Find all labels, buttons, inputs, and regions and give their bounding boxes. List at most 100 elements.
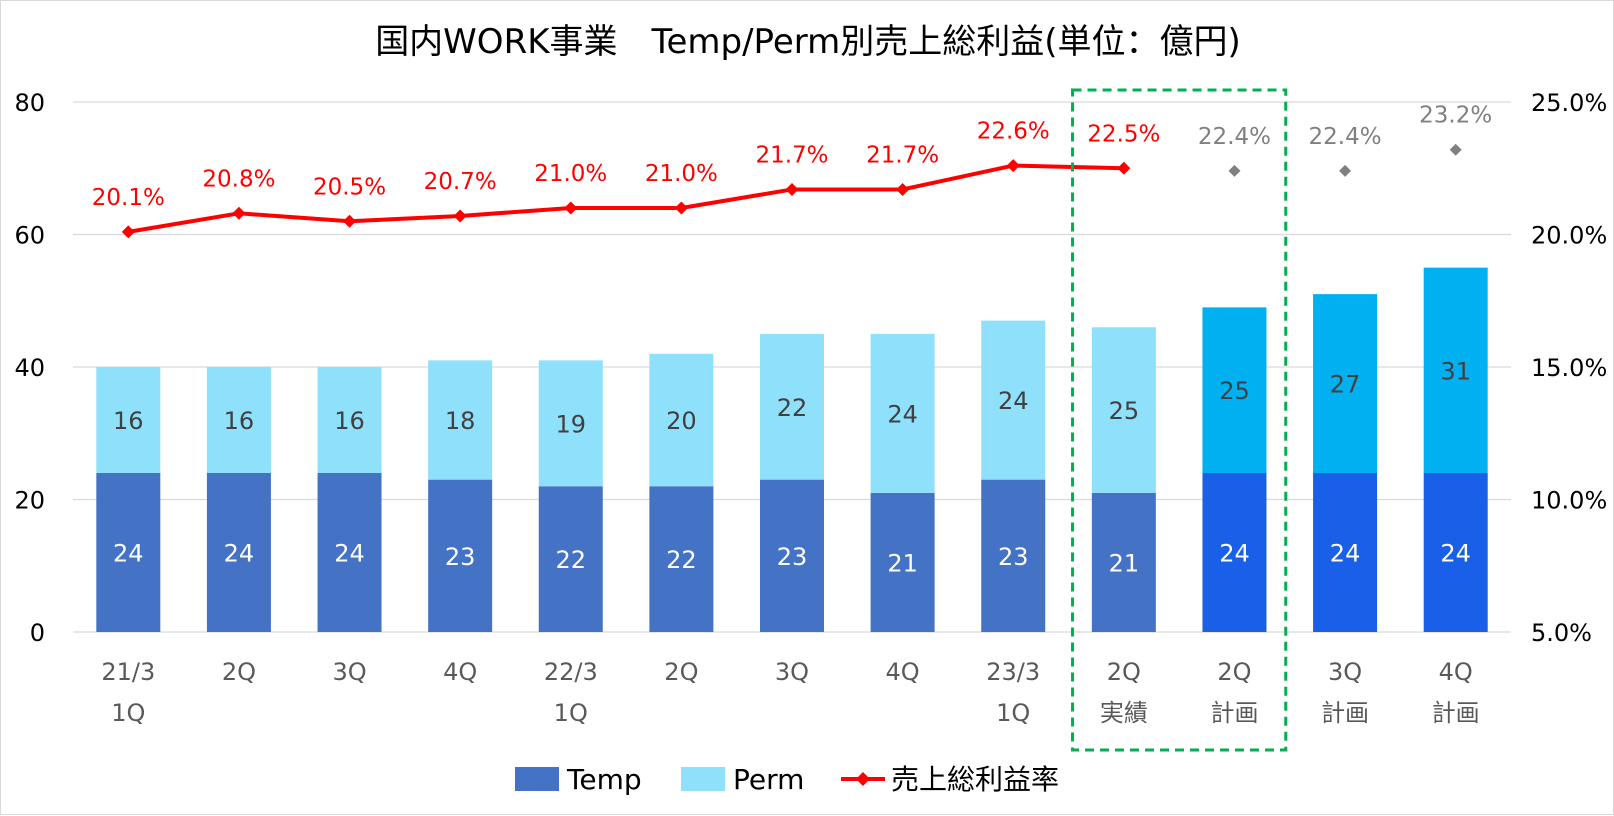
legend: Temp Perm 売上総利益率 [515, 763, 1059, 796]
bar-perm-label: 18 [445, 407, 476, 435]
bar-perm-label: 25 [1109, 397, 1140, 425]
gross-margin-labels: 20.1% 20.8% 20.5% 20.7% 21.0% 21.0% 21.7% 21.7%… [92, 103, 1492, 211]
bar-temp-label: 22 [666, 546, 697, 574]
bar-perm [96, 367, 161, 473]
category-label: 4Q [1439, 658, 1473, 686]
bar-temp-label: 24 [334, 540, 365, 568]
right-axis-tick-label: 25.0% [1531, 89, 1607, 117]
gross-margin-point [1228, 164, 1241, 177]
gross-margin-point [785, 182, 799, 196]
bar-temp-label: 21 [1109, 549, 1140, 577]
bar-labels: 24 16 24 16 24 16 23 18 22 19 22 20 23 22 21 24 23 24 21 25… [113, 357, 1471, 577]
gross-margin-label: 23.2% [1419, 103, 1492, 129]
bar-temp [96, 473, 161, 632]
category-label: 4Q [886, 658, 920, 686]
bar-perm [870, 333, 935, 493]
gross-margin-point [1339, 164, 1352, 177]
bar-temp [1091, 492, 1156, 632]
bar-perm-label: 22 [777, 394, 808, 422]
bar-temp [317, 473, 382, 632]
gross-margin-label: 20.7% [424, 169, 497, 195]
bar-temp [206, 473, 271, 632]
bar-temp-label: 21 [887, 549, 918, 577]
bar-temp-label: 24 [224, 540, 255, 568]
gross-margin-point [232, 206, 246, 220]
bar-temp [649, 486, 714, 632]
gross-margin-point [1449, 143, 1462, 156]
bar-perm-label: 24 [887, 400, 918, 428]
bar-temp-label: 22 [555, 546, 586, 574]
bar-temp [760, 479, 824, 632]
gross-margin-point [674, 201, 688, 215]
gross-margin-point [1117, 161, 1131, 175]
bar-perm-label: 16 [334, 407, 365, 435]
bar-temp-label: 24 [113, 540, 144, 568]
category-label: 22/3 [544, 658, 598, 686]
category-label: 1Q [996, 699, 1030, 727]
bar-temp-label: 23 [998, 543, 1029, 571]
category-label: 21/3 [101, 658, 155, 686]
bar-perm [428, 360, 493, 480]
right-axis-tick-label: 20.0% [1531, 222, 1607, 250]
gross-margin-point [1006, 159, 1020, 173]
bar-temp-label: 24 [1219, 540, 1250, 568]
bar-temp [538, 486, 603, 632]
right-axis-tick-label: 10.0% [1531, 487, 1607, 515]
legend-marker [856, 772, 870, 786]
gross-margin-label: 21.7% [866, 142, 939, 168]
gross-margin-point [121, 225, 135, 239]
bar-perm [1091, 327, 1156, 493]
right-axis-tick-label: 15.0% [1531, 354, 1607, 382]
gross-margin-label: 21.0% [534, 161, 607, 187]
bar-perm [981, 320, 1046, 480]
left-axis-tick-label: 40 [14, 354, 45, 382]
category-label: 実績 [1100, 699, 1148, 727]
category-label: 計画 [1210, 699, 1258, 727]
bar-temp [981, 479, 1046, 632]
gross-margin-point [453, 209, 467, 223]
legend-swatch [515, 767, 559, 791]
category-label: 2Q [1217, 658, 1251, 686]
category-label: 2Q [1107, 658, 1141, 686]
left-axis-tick-label: 60 [14, 222, 45, 250]
bar-perm-label: 20 [666, 407, 697, 435]
bar-perm-label: 16 [224, 407, 255, 435]
gross-margin-label: 22.5% [1087, 121, 1160, 147]
highlight-box [1071, 88, 1288, 752]
bar-perm-label: 24 [998, 387, 1029, 415]
category-label: 1Q [111, 699, 145, 727]
category-axis: 21/3 1Q 2Q 3Q 4Q 22/3 1Q 2Q 3Q 4Q 23/3 1Q 2Q 実績 2Q 計画 3Q… [101, 658, 1479, 727]
bar-temp [428, 479, 493, 632]
chart-title: 国内WORK事業 Temp/Perm別売上総利益(単位：億円) [375, 22, 1241, 62]
bar-temp-label: 24 [1440, 540, 1471, 568]
bar-perm [1423, 267, 1488, 473]
bar-temp [1202, 473, 1267, 632]
category-label: 23/3 [986, 658, 1040, 686]
bar-perm-label: 16 [113, 407, 144, 435]
bar-perm [760, 333, 824, 480]
category-label: 4Q [443, 658, 477, 686]
gross-margin-point [343, 214, 357, 228]
legend-swatch [681, 767, 725, 791]
gross-margin-label: 21.0% [645, 161, 718, 187]
legend-label: Temp [566, 763, 642, 796]
bar-temp [1313, 473, 1378, 632]
category-label: 3Q [775, 658, 809, 686]
bar-perm-label: 25 [1219, 377, 1250, 405]
left-axis-tick-label: 0 [30, 619, 45, 647]
gross-margin-label: 20.8% [202, 166, 275, 192]
gross-margin-label: 20.5% [313, 174, 386, 200]
category-label: 2Q [222, 658, 256, 686]
gross-margin-label: 21.7% [755, 142, 828, 168]
gross-margin-label: 22.6% [977, 119, 1050, 145]
gross-margin-label: 20.1% [92, 185, 165, 211]
bar-temp-label: 24 [1330, 540, 1361, 568]
category-label: 3Q [332, 658, 366, 686]
bar-perm-label: 31 [1440, 357, 1471, 385]
category-label: 計画 [1321, 699, 1369, 727]
category-label: 2Q [664, 658, 698, 686]
bar-temp-label: 23 [777, 543, 808, 571]
bar-perm [1313, 294, 1378, 473]
